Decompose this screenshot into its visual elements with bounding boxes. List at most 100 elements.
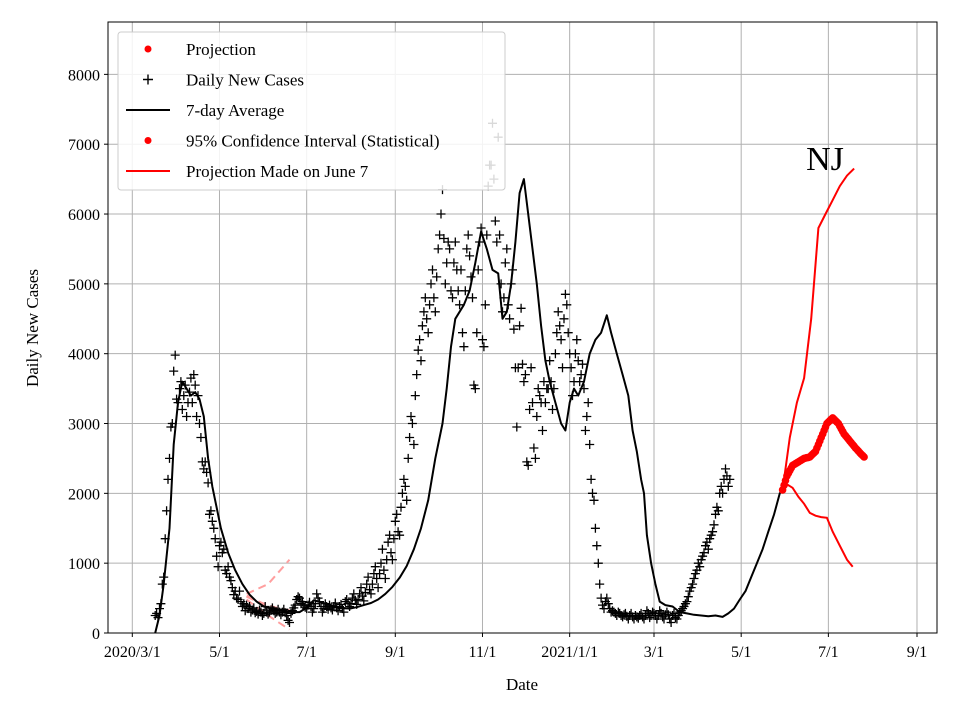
daily-case-marker	[409, 440, 419, 449]
y-tick-label: 2000	[68, 486, 100, 503]
daily-case-marker	[339, 607, 349, 617]
legend-label: 7-day Average	[186, 101, 284, 120]
daily-case-marker	[589, 495, 599, 505]
daily-case-marker	[359, 596, 369, 606]
daily-case-marker	[436, 209, 446, 219]
daily-case-marker	[562, 300, 572, 310]
daily-case-marker	[386, 548, 396, 558]
daily-case-marker	[582, 412, 592, 421]
daily-case-marker	[540, 398, 550, 408]
daily-case-marker	[415, 335, 425, 345]
daily-case-marker	[689, 574, 699, 583]
daily-case-marker	[399, 474, 409, 484]
daily-case-marker	[538, 426, 547, 435]
daily-case-marker	[390, 516, 400, 526]
daily-case-marker	[550, 349, 560, 359]
x-tick-label: 7/1	[818, 644, 838, 661]
x-tick-label: 11/1	[469, 644, 497, 661]
daily-case-marker	[463, 230, 473, 240]
daily-case-marker	[376, 558, 386, 568]
daily-case-marker	[588, 488, 597, 498]
legend-box	[117, 31, 506, 191]
daily-case-marker	[532, 412, 542, 421]
legend-label: Projection Made on June 7	[186, 162, 369, 181]
daily-case-marker	[235, 586, 244, 596]
daily-case-marker	[560, 289, 570, 299]
daily-case-marker	[473, 265, 483, 275]
daily-case-marker	[433, 244, 443, 254]
daily-case-marker	[468, 293, 477, 303]
daily-case-marker	[403, 453, 413, 463]
daily-case-marker	[416, 356, 426, 366]
daily-case-marker	[417, 321, 427, 331]
daily-case-marker	[465, 251, 475, 261]
daily-case-marker	[516, 303, 526, 313]
daily-case-marker	[445, 244, 455, 254]
daily-case-marker	[459, 342, 469, 352]
daily-case-marker	[366, 589, 376, 599]
daily-case-marker	[575, 377, 585, 387]
daily-case-marker	[449, 258, 459, 268]
daily-case-marker	[526, 363, 536, 373]
daily-case-marker	[462, 244, 472, 254]
daily-case-marker	[213, 562, 223, 572]
daily-case-marker	[373, 583, 383, 593]
seven-day-average-line	[154, 178, 784, 634]
daily-case-marker	[525, 405, 535, 414]
daily-case-marker	[212, 551, 222, 561]
daily-case-marker	[430, 307, 440, 317]
legend-swatch-red-dot	[144, 45, 152, 53]
y-tick-label: 3000	[68, 417, 100, 434]
daily-case-marker	[552, 328, 562, 338]
daily-case-marker	[678, 604, 688, 614]
daily-case-marker	[680, 599, 690, 609]
x-tick-label: 3/1	[644, 644, 664, 661]
legend: Projection Daily New Cases 7-day Average 95…	[117, 31, 506, 191]
legend-label: 95% Confidence Interval (Statistical)	[186, 132, 440, 151]
daily-case-marker	[293, 592, 303, 602]
daily-case-marker	[578, 359, 587, 369]
daily-case-marker	[309, 604, 319, 614]
daily-case-marker	[458, 328, 467, 338]
ci-upper-line	[781, 167, 855, 491]
daily-case-marker	[169, 366, 179, 376]
daily-case-marker	[603, 599, 613, 609]
daily-case-marker	[422, 314, 432, 324]
daily-case-marker	[713, 506, 723, 516]
daily-case-marker	[570, 349, 580, 359]
daily-case-marker	[479, 342, 489, 352]
x-tick-label: 9/1	[907, 644, 927, 661]
daily-case-marker	[535, 391, 545, 401]
daily-case-marker	[420, 293, 430, 303]
daily-case-marker	[502, 244, 512, 254]
daily-case-marker	[520, 370, 530, 380]
daily-case-marker	[512, 422, 522, 432]
daily-case-marker	[472, 328, 482, 338]
daily-case-marker	[419, 307, 429, 317]
daily-case-marker	[342, 595, 352, 604]
daily-case-marker	[400, 481, 410, 491]
daily-case-marker	[721, 464, 730, 474]
daily-case-marker	[223, 562, 233, 572]
daily-case-marker	[718, 488, 728, 498]
daily-case-marker	[456, 265, 466, 275]
daily-case-marker	[290, 600, 300, 610]
daily-case-marker	[683, 592, 693, 602]
daily-case-marker	[455, 300, 465, 310]
daily-case-marker	[216, 537, 226, 547]
legend-label: Projection	[186, 40, 256, 59]
daily-case-marker	[190, 380, 200, 390]
daily-case-marker	[576, 370, 586, 380]
y-tick-label: 4000	[68, 347, 100, 364]
daily-case-marker	[688, 579, 698, 589]
daily-case-marker	[192, 412, 202, 421]
daily-case-marker	[210, 534, 220, 544]
projection-point	[860, 453, 868, 461]
daily-case-marker	[663, 610, 673, 620]
daily-case-marker	[492, 237, 502, 247]
daily-case-marker	[226, 576, 236, 586]
daily-case-marker	[402, 495, 412, 505]
daily-case-marker	[196, 433, 206, 442]
daily-case-marker	[209, 523, 219, 533]
